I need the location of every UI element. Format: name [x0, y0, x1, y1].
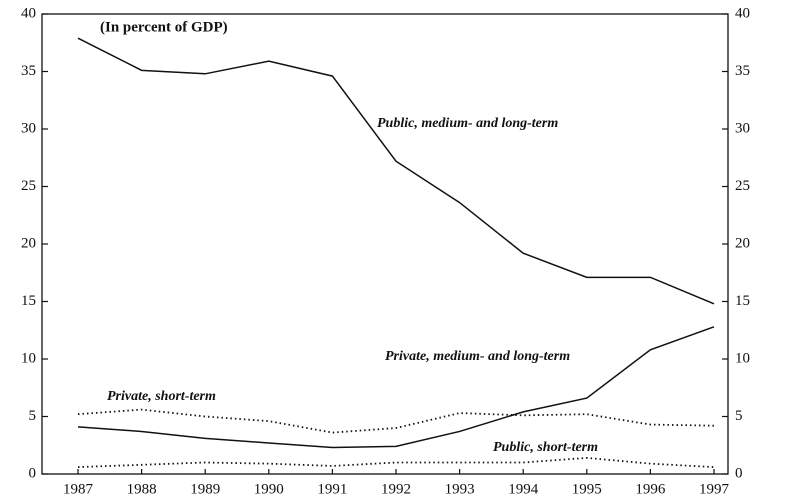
x-tick-label: 1994	[508, 481, 539, 497]
y2-tick-label: 0	[735, 465, 743, 481]
x-tick-label: 1990	[254, 481, 284, 497]
x-tick-label: 1993	[445, 481, 475, 497]
x-tick-label: 1996	[635, 481, 666, 497]
y-tick-label: 35	[21, 63, 36, 79]
annotation: (In percent of GDP)	[100, 19, 228, 35]
series-line	[77, 456, 715, 468]
y-tick-label: 20	[21, 235, 36, 251]
series-label: Private, short-term	[107, 389, 216, 404]
y-tick-label: 25	[21, 178, 36, 194]
series-line	[77, 408, 715, 434]
series-line	[77, 326, 715, 449]
y2-tick-label: 15	[735, 293, 750, 309]
plot-frame	[41, 13, 729, 475]
y-tick-label: 0	[29, 465, 37, 481]
x-tick-label: 1989	[190, 481, 220, 497]
y2-tick-label: 35	[735, 63, 750, 79]
x-tick-label: 1991	[317, 481, 347, 497]
y2-tick-label: 20	[735, 235, 750, 251]
y-tick-label: 15	[21, 293, 36, 309]
y-tick-label: 40	[21, 5, 36, 21]
x-tick-label: 1987	[63, 481, 94, 497]
y2-tick-label: 30	[735, 120, 750, 136]
y-tick-label: 5	[29, 408, 37, 424]
series-label: Public, medium- and long-term	[377, 116, 558, 131]
y2-tick-label: 40	[735, 5, 750, 21]
x-tick-label: 1995	[572, 481, 602, 497]
series-line	[77, 37, 715, 305]
x-tick-label: 1997	[699, 481, 730, 497]
series-label: Public, short-term	[493, 440, 598, 455]
y2-tick-label: 25	[735, 178, 750, 194]
y2-tick-label: 5	[735, 408, 743, 424]
x-tick-label: 1988	[127, 481, 157, 497]
y-tick-label: 30	[21, 120, 36, 136]
y-tick-label: 10	[21, 350, 36, 366]
x-tick-label: 1992	[381, 481, 411, 497]
y2-tick-label: 10	[735, 350, 750, 366]
series-label: Private, medium- and long-term	[385, 349, 570, 364]
